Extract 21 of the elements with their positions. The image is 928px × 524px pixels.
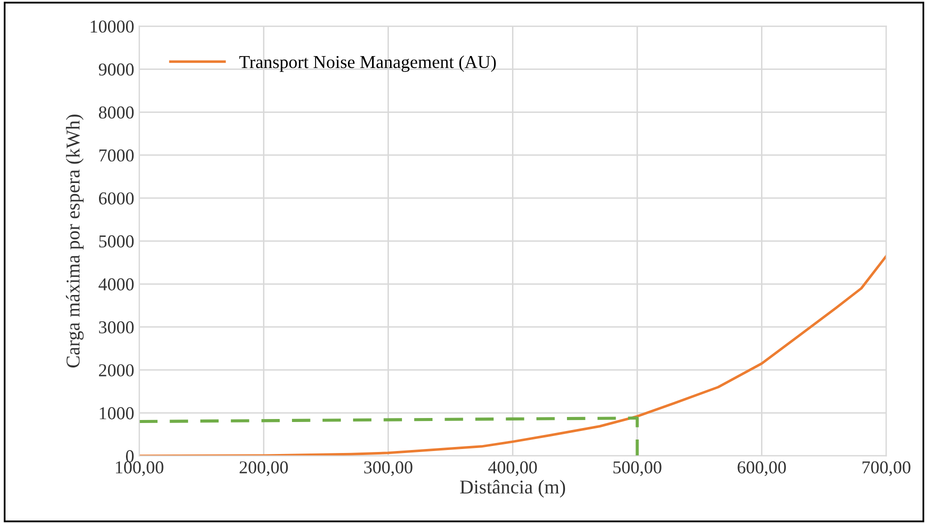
y-tick-label: 3000	[99, 321, 134, 334]
x-tick-label: 200,00	[240, 461, 288, 476]
y-tick-label: 0	[126, 450, 134, 462]
y-tick-label: 2000	[99, 364, 134, 376]
x-tick-label: 600,00	[738, 461, 786, 476]
y-tick-label: 8000	[98, 106, 134, 119]
y-tick-label: 4000	[98, 278, 134, 290]
x-tick-label: 700,00	[862, 461, 910, 476]
y-tick-label: 9000	[98, 63, 134, 76]
x-axis-title: Distância (m)	[460, 480, 566, 498]
y-tick-label: 5000	[99, 235, 134, 248]
y-tick-label: 6000	[99, 192, 134, 205]
y-tick-label: 10000	[90, 20, 134, 33]
y-tick-label: 1000	[100, 407, 134, 420]
y-axis-title: Carga máxima por espera (kWh)	[66, 114, 84, 368]
x-tick-label: 300,00	[364, 461, 412, 476]
x-tick-label: 400,00	[488, 461, 537, 476]
x-tick-label: 100,00	[116, 461, 164, 476]
x-tick-label: 500,00	[613, 461, 662, 476]
legend-label: Transport Noise Management (AU)	[239, 55, 496, 72]
y-tick-label: 7000	[99, 149, 134, 162]
